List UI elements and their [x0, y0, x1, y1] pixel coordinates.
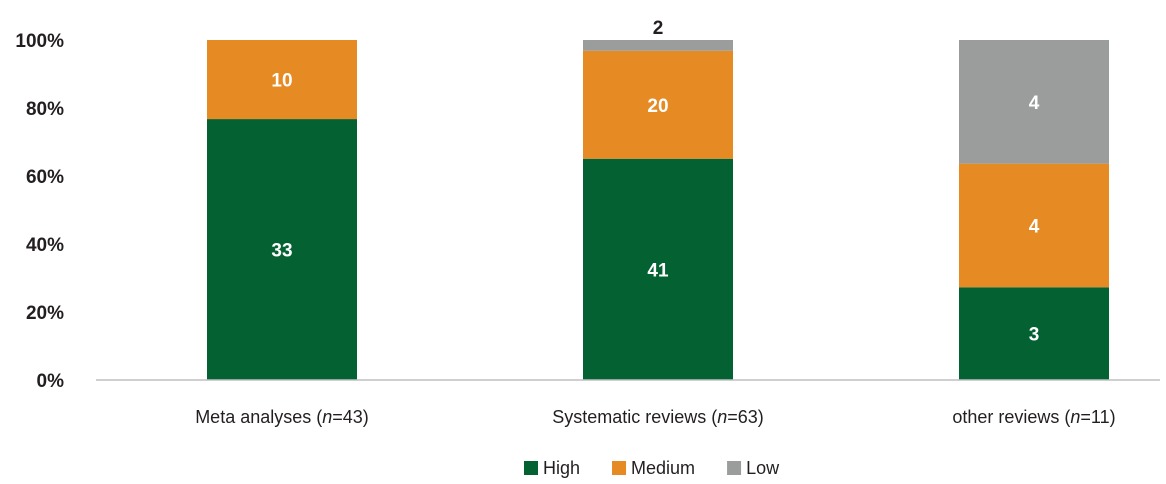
y-tick-label: 80% — [26, 99, 64, 120]
data-label: 4 — [1029, 216, 1040, 237]
bar-segment-high — [583, 158, 733, 380]
y-axis: 0% 20% 40% 60% 80% 100% — [15, 31, 64, 392]
legend-label: Low — [746, 458, 780, 478]
y-tick-label: 40% — [26, 235, 64, 256]
legend-label: High — [543, 458, 580, 478]
legend-item-medium: Medium — [612, 458, 695, 478]
legend-item-low: Low — [727, 458, 780, 478]
bar-segment-medium — [583, 50, 733, 159]
data-label: 20 — [647, 96, 668, 117]
data-label: 4 — [1029, 93, 1040, 114]
bar-segment-medium — [207, 40, 357, 120]
bar-segment-high — [959, 287, 1109, 380]
y-tick-label: 60% — [26, 167, 64, 188]
data-label: 3 — [1029, 325, 1040, 346]
data-label: 33 — [271, 241, 292, 262]
x-axis: Meta analyses (n=43) Systematic reviews (… — [195, 407, 1115, 427]
legend: High Medium Low — [524, 458, 780, 478]
legend-item-high: High — [524, 458, 580, 478]
data-label: 2 — [653, 18, 664, 39]
bar-segment-low — [959, 40, 1109, 164]
x-category-label: Meta analyses (n=43) — [195, 407, 369, 427]
y-tick-label: 20% — [26, 303, 64, 324]
data-label: 10 — [271, 71, 292, 92]
bar-segment-low — [583, 40, 733, 51]
x-category-label: other reviews (n=11) — [952, 407, 1115, 427]
bar-segment-high — [207, 119, 357, 381]
legend-swatch — [727, 461, 742, 475]
bars: 33 10 41 20 2 3 4 4 — [207, 18, 1109, 381]
y-tick-label: 100% — [15, 31, 64, 52]
bar-segment-medium — [959, 163, 1109, 288]
y-tick-label: 0% — [37, 371, 65, 392]
x-category-label: Systematic reviews (n=63) — [552, 407, 764, 427]
legend-label: Medium — [631, 458, 695, 478]
legend-swatch — [524, 461, 538, 475]
legend-swatch — [612, 461, 627, 475]
data-label: 41 — [647, 260, 669, 281]
